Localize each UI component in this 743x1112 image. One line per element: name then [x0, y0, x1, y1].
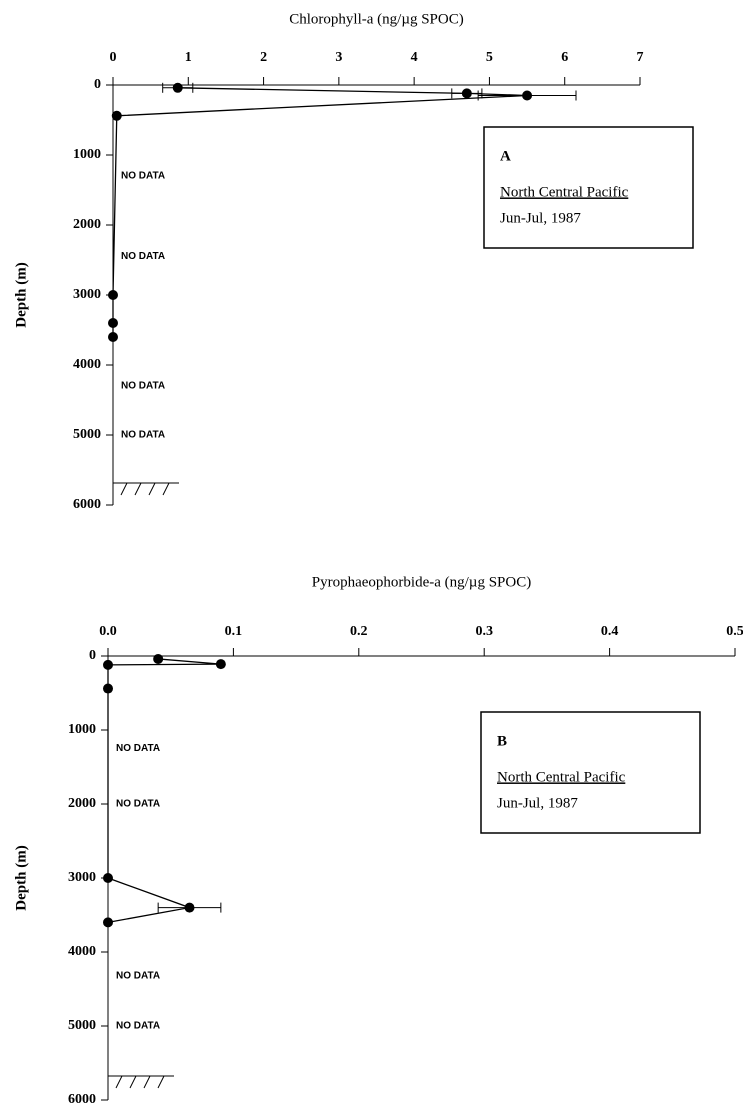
seafloor-hatch: [148, 482, 156, 496]
no-data-label: NO DATA: [121, 171, 165, 182]
x-tick-label: 0.3: [475, 624, 493, 639]
seafloor-hatch: [162, 482, 170, 496]
x-tick-label: 6: [561, 50, 568, 65]
location-label: North Central Pacific: [497, 769, 626, 785]
data-point: [103, 659, 113, 670]
data-point: [215, 659, 226, 670]
y-tick-label: 5000: [68, 1018, 96, 1033]
x-tick-label: 2: [260, 50, 267, 65]
x-tick-label: 4: [411, 50, 418, 65]
x-tick-label: 5: [486, 50, 493, 65]
x-tick-label: 0: [110, 50, 117, 65]
y-tick-label: 6000: [73, 497, 101, 512]
x-axis-title: Chlorophyll-a (ng/µg SPOC): [289, 11, 463, 27]
y-tick-label: 3000: [73, 287, 101, 302]
y-tick-label: 5000: [73, 427, 101, 442]
y-tick-label: 6000: [68, 1092, 96, 1107]
y-axis-title: Depth (m): [13, 845, 29, 910]
x-axis-title: Pyrophaeophorbide-a (ng/µg SPOC): [312, 574, 531, 590]
x-tick-label: 0.0: [99, 624, 117, 639]
seafloor-hatch: [134, 482, 142, 496]
period-label: Jun-Jul, 1987: [497, 795, 578, 811]
x-tick-label: 0.1: [225, 624, 243, 639]
y-tick-label: 0: [94, 77, 101, 92]
data-point: [108, 290, 118, 300]
y-tick-label: 1000: [73, 147, 101, 162]
legend-box: [483, 126, 694, 249]
legend-box: [480, 711, 701, 834]
y-tick-label: 4000: [73, 357, 101, 372]
panel-label: B: [497, 733, 507, 749]
no-data-label: NO DATA: [116, 743, 160, 754]
no-data-label: NO DATA: [116, 799, 160, 810]
data-point: [108, 318, 118, 328]
no-data-label: NO DATA: [116, 970, 160, 981]
no-data-label: NO DATA: [121, 381, 165, 392]
seafloor-hatch: [157, 1075, 165, 1089]
x-tick-label: 0.4: [601, 624, 619, 639]
data-point: [172, 82, 183, 93]
no-data-label: NO DATA: [121, 430, 165, 441]
seafloor-hatch: [120, 482, 128, 496]
data-point: [103, 917, 113, 928]
location-label: North Central Pacific: [500, 184, 629, 200]
seafloor-hatch: [143, 1075, 151, 1089]
y-tick-label: 2000: [73, 217, 101, 232]
y-tick-label: 2000: [68, 796, 96, 811]
data-point: [522, 90, 533, 101]
y-tick-label: 1000: [68, 722, 96, 737]
seafloor-hatch: [129, 1075, 137, 1089]
y-tick-label: 0: [89, 648, 96, 663]
y-axis-title: Depth (m): [13, 262, 29, 327]
data-point: [111, 110, 122, 121]
period-label: Jun-Jul, 1987: [500, 210, 581, 226]
data-point: [184, 902, 195, 913]
profile-line: [107, 658, 221, 924]
data-point: [103, 873, 113, 883]
data-point: [461, 88, 472, 99]
profile-line: [112, 87, 528, 337]
x-tick-label: 1: [185, 50, 192, 65]
data-point: [103, 683, 113, 694]
data-point: [108, 332, 118, 342]
x-tick-label: 7: [637, 50, 644, 65]
x-tick-label: 3: [335, 50, 342, 65]
no-data-label: NO DATA: [116, 1021, 160, 1032]
y-tick-label: 3000: [68, 870, 96, 885]
panel-label: A: [500, 148, 511, 164]
seafloor-hatch: [115, 1075, 123, 1089]
x-tick-label: 0.5: [726, 624, 743, 639]
y-tick-label: 4000: [68, 944, 96, 959]
data-point: [153, 653, 164, 664]
x-tick-label: 0.2: [350, 624, 368, 639]
no-data-label: NO DATA: [121, 251, 165, 262]
